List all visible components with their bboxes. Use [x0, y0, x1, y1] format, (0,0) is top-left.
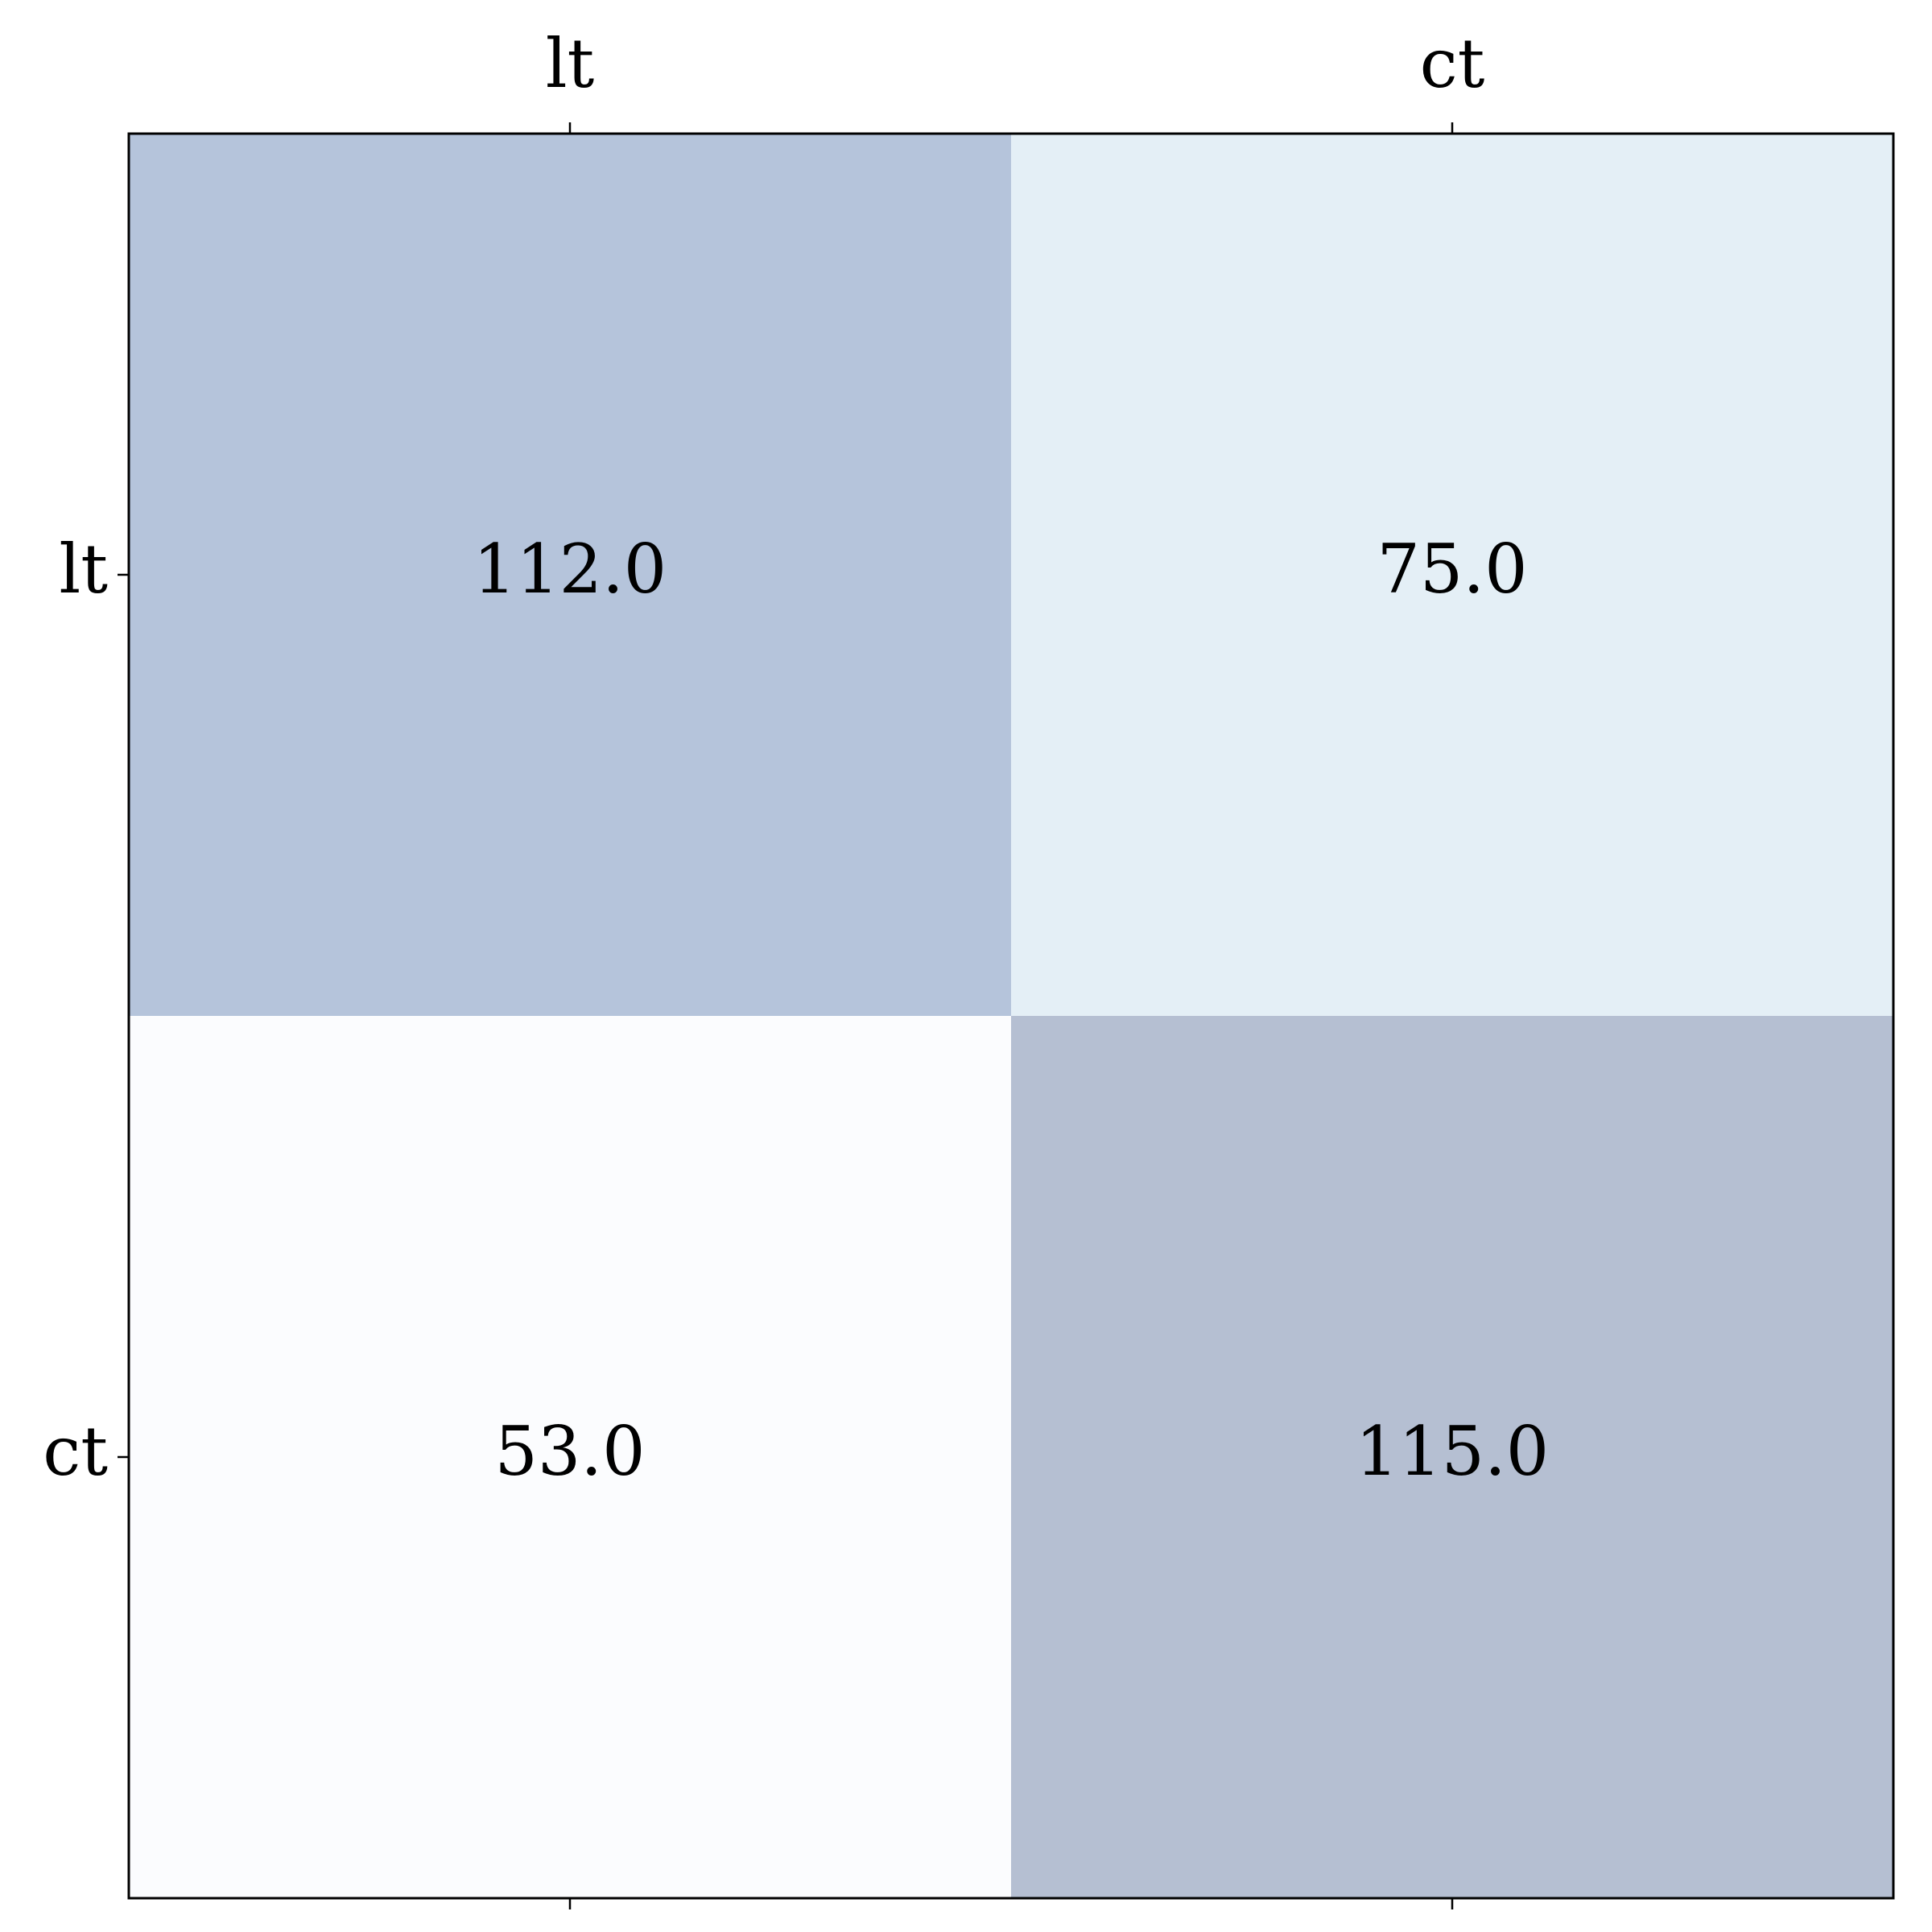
cell-value-label: 75.0: [1377, 530, 1527, 609]
heatmap-cells: [129, 134, 1893, 1898]
heatmap-cell-lt-lt: [129, 134, 1011, 1016]
x-tick-label-ct: ct: [1420, 24, 1485, 103]
axis-ticks: [118, 122, 1454, 1909]
cell-value-label: 115.0: [1356, 1412, 1549, 1491]
cell-value-label: 112.0: [473, 530, 667, 609]
y-tick-label-lt: lt: [59, 530, 108, 609]
x-tick-label-lt: lt: [546, 24, 595, 103]
heatmap-cell-lt-ct: [1011, 134, 1893, 1016]
plot-frame: [127, 132, 1895, 1900]
heatmap-cell-ct-ct: [1011, 1016, 1893, 1898]
heatmap-cell-labels: 112.0 75.0 53.0 115.0: [473, 530, 1549, 1491]
y-tick-label-ct: ct: [43, 1412, 108, 1491]
y-axis-tick-labels: lt ct: [43, 530, 108, 1491]
cell-value-label: 53.0: [494, 1412, 645, 1491]
x-axis-tick-labels: lt ct: [546, 24, 1485, 103]
heatmap-cell-ct-lt: [129, 1016, 1011, 1898]
